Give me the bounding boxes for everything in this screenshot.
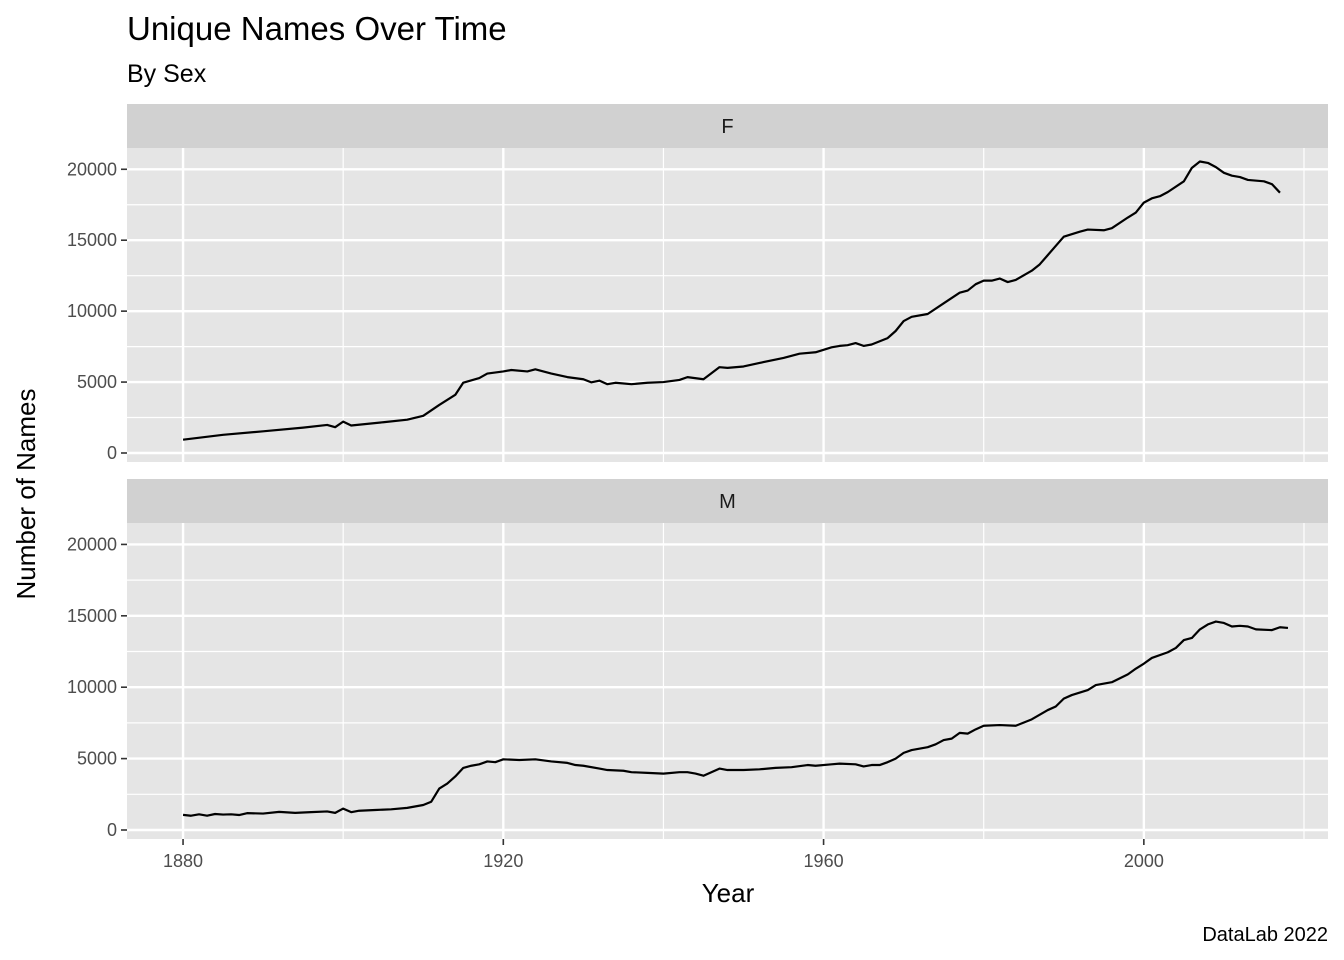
chart-caption: DataLab 2022 — [1202, 924, 1328, 946]
facet-F: F 0 5000 10000 15000 20000 — [67, 104, 1328, 463]
y-tick-label: 10000 — [67, 677, 117, 697]
x-axis-title: Year — [702, 878, 755, 908]
facet-M: M 0 5000 10000 15000 20000 — [67, 479, 1328, 840]
y-tick-label: 5000 — [77, 749, 117, 769]
panel-background — [127, 148, 1328, 462]
y-tick-label: 0 — [107, 443, 117, 463]
facet-strip — [127, 479, 1328, 523]
y-tick-label: 15000 — [67, 230, 117, 250]
panel-background — [127, 523, 1328, 839]
x-tick-label: 1960 — [804, 851, 844, 871]
chart-subtitle: By Sex — [127, 60, 207, 88]
y-tick-label: 10000 — [67, 301, 117, 321]
y-tick-label: 15000 — [67, 606, 117, 626]
x-tick-label: 1920 — [483, 851, 523, 871]
x-tick-label: 1880 — [163, 851, 203, 871]
y-tick-label: 5000 — [77, 372, 117, 392]
chart-title: Unique Names Over Time — [127, 10, 507, 47]
facet-strip — [127, 104, 1328, 148]
series-line-F — [182, 160, 1281, 441]
x-tick-label: 2000 — [1124, 851, 1164, 871]
series-line-M — [182, 620, 1289, 817]
y-tick-label: 0 — [107, 820, 117, 840]
facet-strip-label: M — [719, 491, 736, 513]
x-axis: 1880 1920 1960 2000 — [163, 839, 1164, 871]
y-tick-label: 20000 — [67, 159, 117, 179]
y-tick-label: 20000 — [67, 534, 117, 554]
facet-panels: F 0 5000 10000 15000 20000 M 0 5000 10000 15000 200… — [67, 104, 1328, 840]
y-axis-title: Number of Names — [11, 389, 41, 600]
facet-strip-label: F — [721, 116, 733, 138]
